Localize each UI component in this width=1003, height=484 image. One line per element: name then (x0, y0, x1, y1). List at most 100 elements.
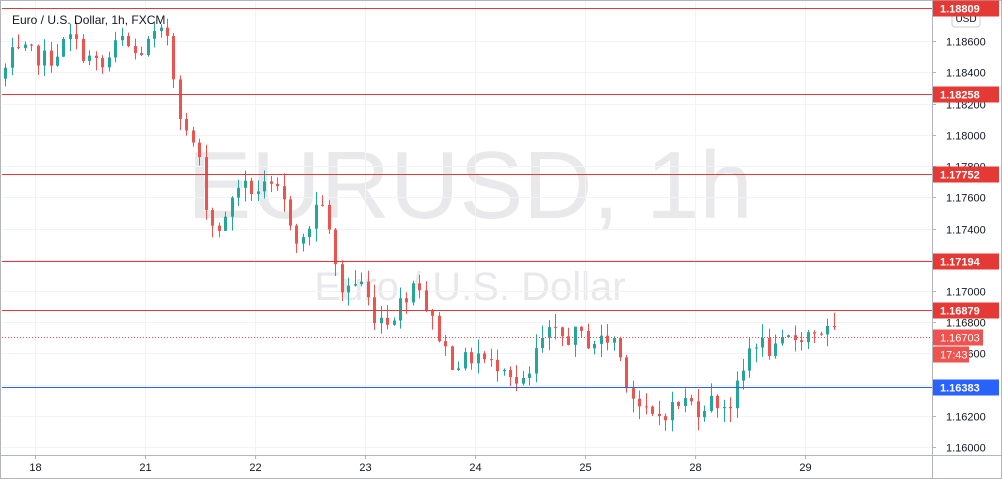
candle-body (638, 398, 641, 407)
candle-body (334, 229, 337, 265)
candle-body (625, 357, 628, 389)
candle-down (490, 348, 493, 367)
candle-body (50, 50, 53, 66)
candle-up (160, 24, 163, 38)
resistance-level-label-bg (933, 0, 999, 17)
candle-up (522, 370, 525, 386)
candle-body (438, 315, 441, 342)
candle-body (4, 67, 7, 79)
candle-body (205, 157, 208, 211)
candle-down (651, 405, 654, 416)
candle-down (179, 75, 182, 130)
candle-up (826, 318, 829, 347)
candle-body (328, 204, 331, 230)
candle-down (321, 195, 324, 207)
candle-down (768, 328, 771, 360)
candle-up (62, 36, 65, 58)
candle-body (690, 398, 693, 402)
chart-title: Euro / U.S. Dollar, 1h, FXCM (12, 13, 165, 27)
candle-down (134, 38, 137, 60)
x-tick-label: 22 (249, 462, 261, 474)
candle-up (703, 405, 706, 422)
candle-body (600, 335, 603, 344)
candle-down (127, 32, 130, 48)
x-tick-label: 18 (29, 462, 41, 474)
candle-up (613, 336, 616, 351)
candle-body (263, 181, 266, 192)
candle-up (354, 270, 357, 287)
candle-body (632, 388, 635, 399)
candle-body (244, 180, 247, 188)
candle-down (82, 34, 85, 64)
candle-body (755, 347, 758, 349)
candle-body (386, 317, 389, 325)
candle-body (341, 264, 344, 293)
candle-body (380, 317, 383, 324)
y-tick-label: 1.17400 (946, 225, 986, 237)
candle-body (11, 47, 14, 68)
candle-body (405, 298, 408, 303)
candle-down (211, 207, 214, 238)
candle-up (153, 22, 156, 48)
candle-up (147, 35, 150, 57)
candle-up (308, 226, 311, 246)
candle-down (198, 138, 201, 166)
grid (2, 2, 932, 455)
candle-body (833, 325, 836, 328)
candle-body (101, 58, 104, 68)
candle-body (289, 199, 292, 226)
y-tick-label: 1.16000 (946, 443, 986, 455)
candle-up (528, 366, 531, 386)
candle-down (833, 312, 836, 330)
candle-up (600, 324, 603, 357)
candle-up (464, 347, 467, 371)
y-tick-label: 1.18000 (946, 131, 986, 143)
candle-body (140, 53, 143, 56)
candle-body (121, 36, 124, 41)
candle-down (496, 349, 499, 382)
candle-down (205, 144, 208, 220)
candle-down (418, 274, 421, 299)
candle-down (554, 313, 557, 340)
candle-down (697, 389, 700, 431)
candle-down (295, 223, 298, 253)
candle-down (341, 260, 344, 302)
candle-up (315, 191, 318, 242)
candle-body (444, 341, 447, 347)
countdown-label-bg (933, 346, 969, 363)
candle-body (75, 34, 78, 39)
candle-up (548, 320, 551, 351)
candle-body (664, 416, 667, 421)
candle-up (807, 330, 810, 350)
candle-down (515, 365, 518, 392)
candle-body (172, 35, 175, 80)
resistance-level-label: 1.18809 (940, 4, 980, 16)
candles (4, 18, 836, 432)
candle-body (807, 332, 810, 343)
candle-body (477, 353, 480, 364)
currency-button-label[interactable]: USD (955, 14, 976, 25)
candle-down (664, 413, 667, 431)
candle-body (347, 285, 350, 293)
x-tick-label: 21 (139, 462, 151, 474)
candle-body (470, 352, 473, 364)
candle-body (17, 47, 20, 49)
candle-body (736, 380, 739, 409)
candle-body (658, 413, 661, 417)
support-level-label: 1.16383 (940, 383, 980, 395)
candle-up (742, 358, 745, 390)
candle-body (250, 180, 253, 195)
candle-up (671, 391, 674, 432)
candle-body (483, 353, 486, 360)
candle-up (412, 280, 415, 306)
candle-body (619, 338, 622, 358)
candle-up (755, 343, 758, 363)
candle-body (295, 225, 298, 244)
candle-up (231, 196, 234, 231)
candle-up (257, 180, 260, 202)
candle-up (24, 41, 27, 51)
candle-up (121, 27, 124, 46)
candle-body (457, 368, 460, 371)
candle-up (593, 340, 596, 355)
